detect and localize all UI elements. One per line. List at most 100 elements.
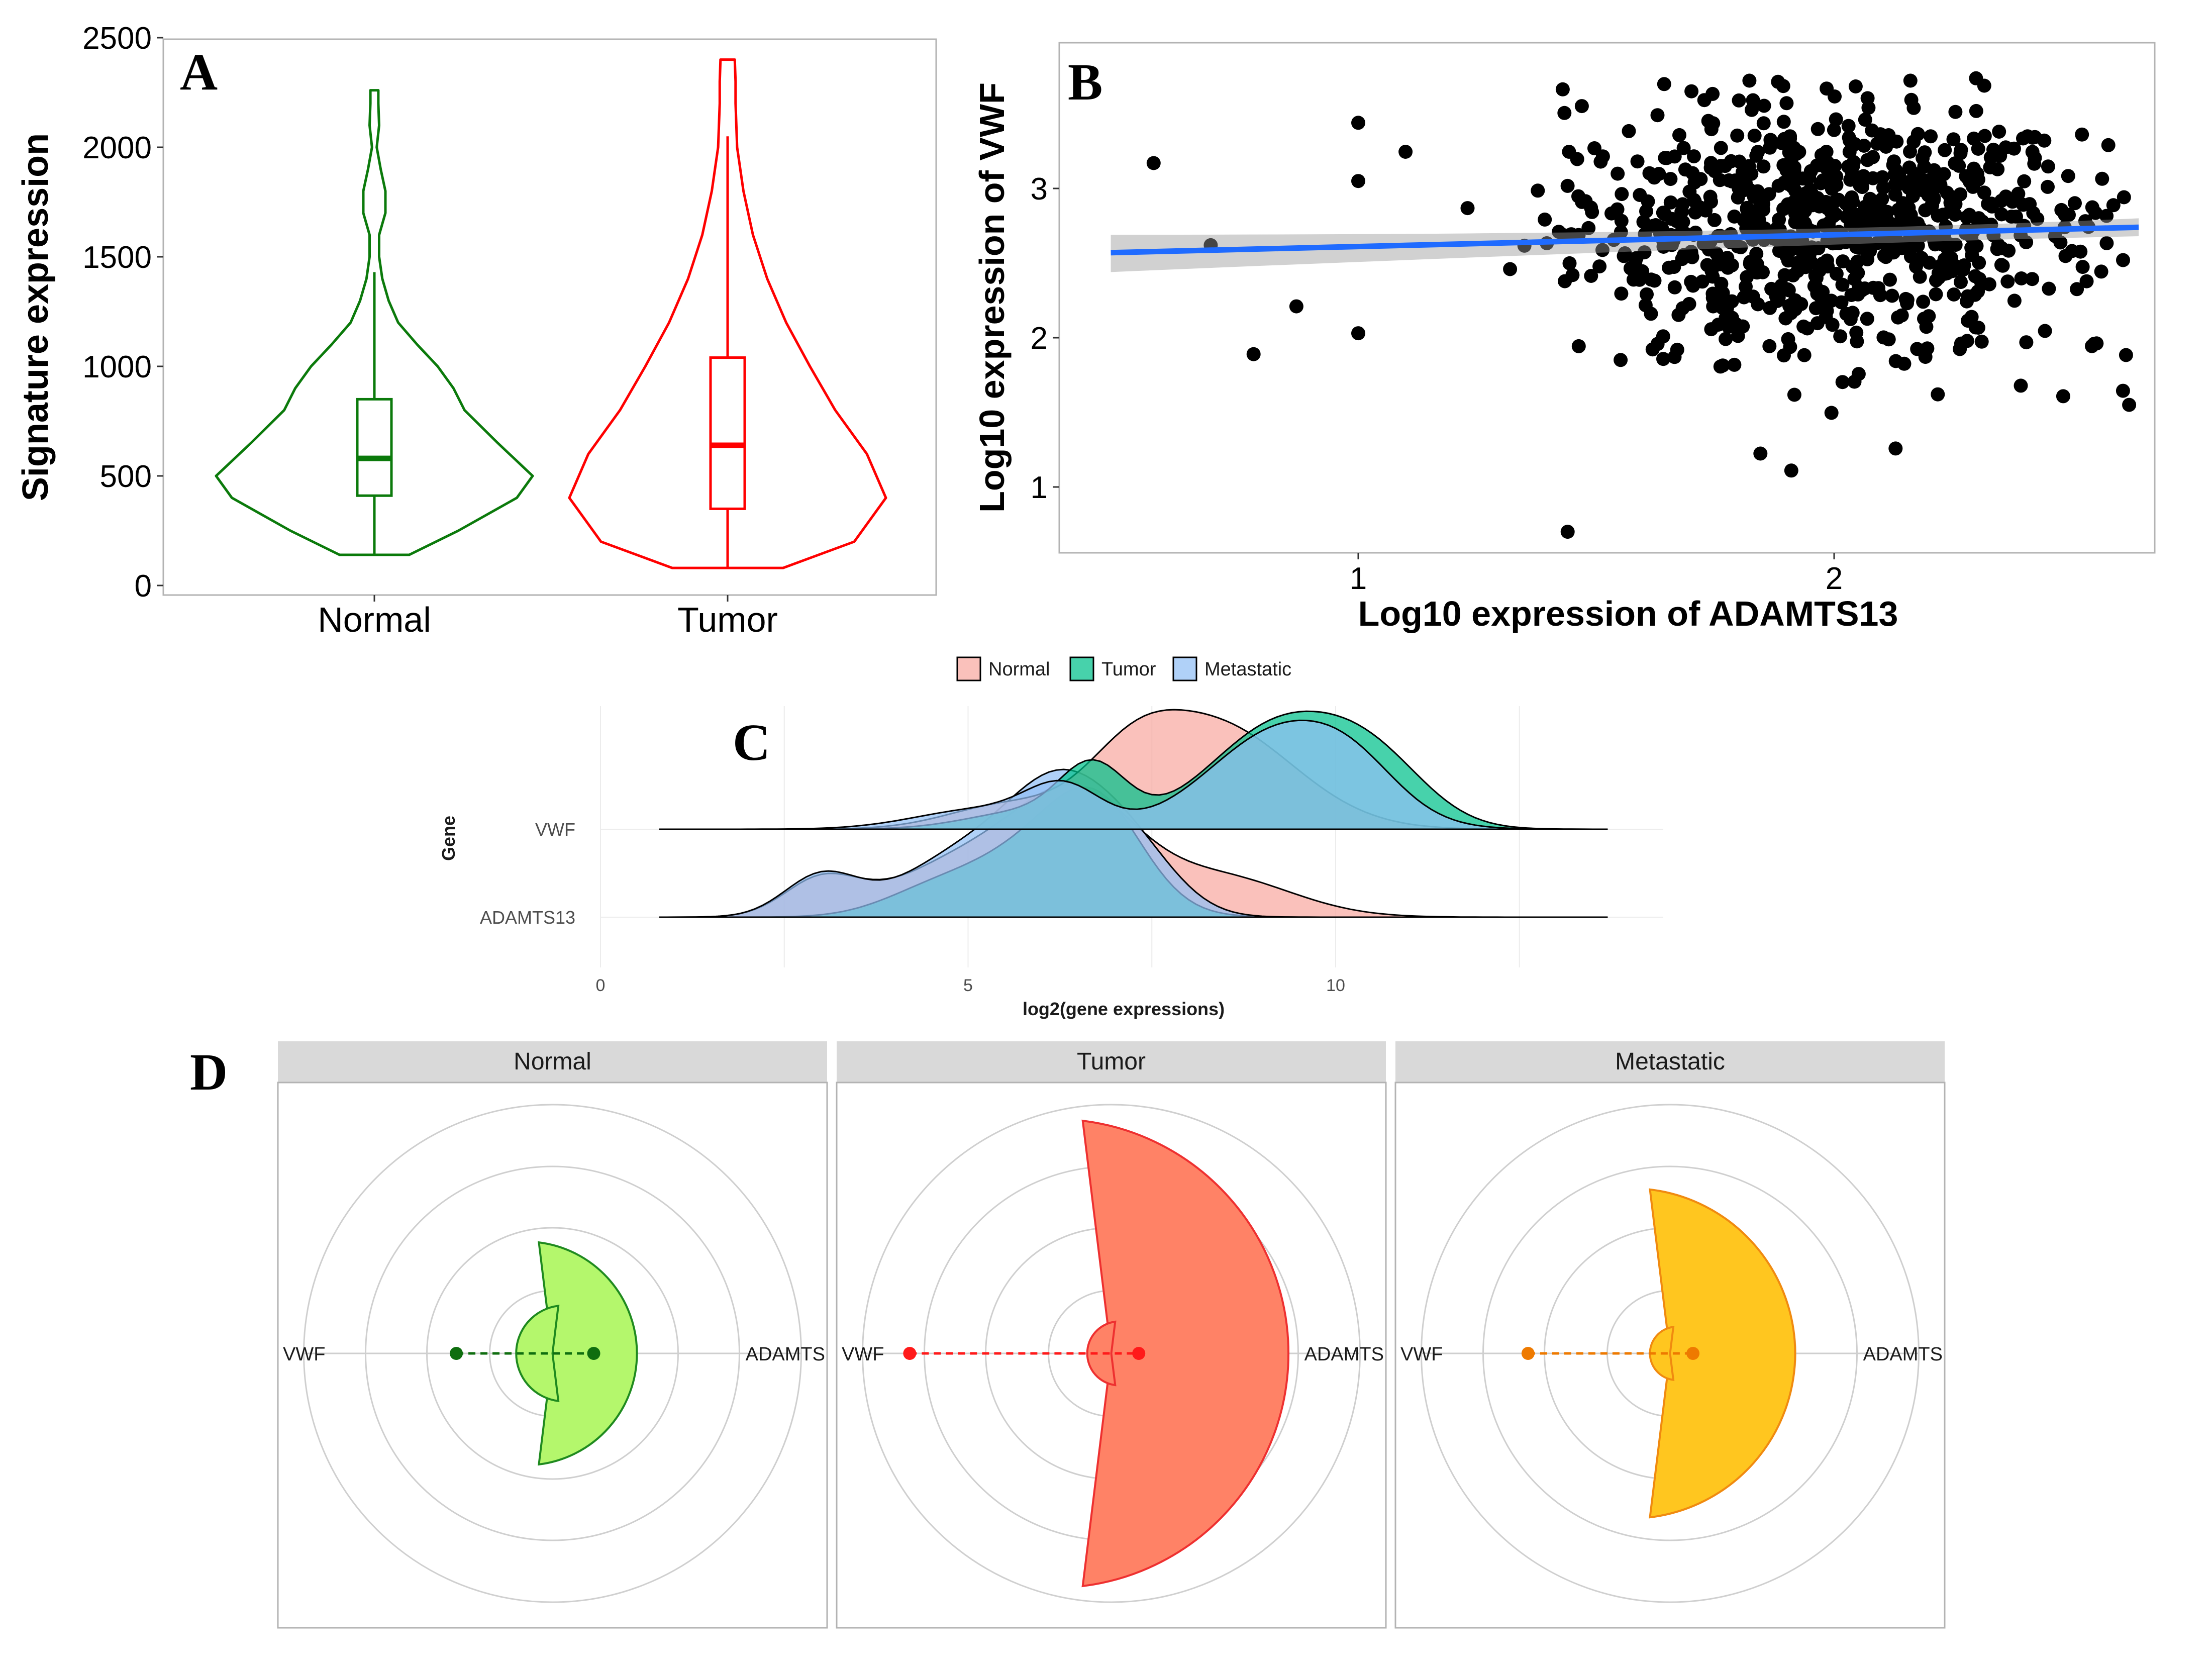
scatter-point (1587, 141, 1601, 155)
panel-a-violins (215, 58, 887, 569)
scatter-point (1763, 301, 1777, 315)
scatter-point (1592, 259, 1607, 274)
scatter-point (1805, 187, 1819, 202)
axis-label-vwf: VWF (1400, 1344, 1443, 1365)
scatter-point (1614, 225, 1628, 239)
scatter-point (1633, 188, 1647, 202)
scatter-point (1808, 268, 1823, 283)
scatter-point (1902, 217, 1917, 231)
scatter-point (2062, 208, 2076, 222)
ridge-vwf-metastatic (659, 719, 1608, 830)
scatter-point (1927, 192, 1941, 207)
scatter-point (1835, 277, 1850, 292)
panel-a-x-ticks: Normal Tumor (318, 595, 778, 639)
point-vwf (1521, 1347, 1535, 1360)
scatter-point (2041, 159, 2055, 174)
scatter-point (2005, 194, 2020, 209)
scatter-point (2068, 196, 2082, 211)
panel-b-y-label: Log10 expression of VWF (972, 82, 1012, 513)
scatter-point (2122, 398, 2137, 412)
scatter-point (2106, 198, 2121, 213)
scatter-point (2079, 274, 2094, 288)
facet-strip (278, 1041, 827, 1083)
legend-swatch (1069, 656, 1094, 681)
scatter-point (1846, 194, 1860, 209)
scatter-point (1531, 183, 1545, 198)
scatter-point (2038, 324, 2052, 338)
scatter-point (1574, 99, 1589, 114)
scatter-point (1725, 258, 1739, 272)
y-tick-label: VWF (535, 819, 575, 840)
scatter-point (1750, 257, 1764, 271)
scatter-point (1650, 108, 1665, 123)
scatter-point (2101, 138, 2116, 152)
scatter-point (2087, 337, 2101, 351)
scatter-point (1781, 197, 1795, 212)
scatter-point (1919, 320, 1934, 334)
scatter-point (1779, 96, 1794, 111)
scatter-point (1847, 374, 1862, 389)
scatter-point (1670, 342, 1684, 357)
scatter-point (1910, 342, 1925, 356)
facet-title: Tumor (1077, 1048, 1146, 1075)
scatter-point (2014, 378, 2028, 393)
scatter-point (1971, 142, 1985, 156)
scatter-point (1636, 215, 1651, 229)
x-tick-label: 0 (596, 976, 606, 995)
scatter-point (1744, 166, 1759, 181)
scatter-point (1678, 162, 1692, 177)
scatter-point (1776, 79, 1790, 93)
scatter-point (1770, 221, 1784, 235)
scatter-point (1555, 82, 1570, 96)
scatter-point (1811, 122, 1825, 136)
scatter-point (1727, 209, 1742, 224)
y-tick-label: 1000 (82, 350, 152, 384)
scatter-point (1707, 164, 1722, 178)
scatter-point (1794, 297, 1808, 311)
scatter-point (1829, 266, 1844, 281)
scatter-point (1946, 132, 1961, 147)
scatter-point (1873, 127, 1888, 142)
scatter-point (1821, 155, 1835, 170)
scatter-point (2075, 260, 2090, 274)
panel-b-x-label: Log10 expression of ADAMTS13 (1358, 594, 1898, 633)
scatter-point (1742, 73, 1757, 88)
y-tick-label: 0 (135, 569, 152, 604)
facet-metastatic: Metastatic VWF ADAMTS (1394, 1041, 1946, 1629)
scatter-point (1848, 79, 1863, 93)
scatter-point (1812, 199, 1827, 214)
scatter-point (1847, 272, 1862, 286)
y-tick-label: ADAMTS13 (480, 907, 575, 928)
scatter-point (2099, 209, 2114, 223)
scatter-point (1784, 306, 1798, 320)
point-adamts (1686, 1347, 1700, 1360)
scatter-point (1878, 237, 1892, 252)
scatter-point (1839, 307, 1854, 321)
scatter-point (1658, 151, 1672, 165)
scatter-point (1828, 89, 1842, 104)
scatter-point (1905, 189, 1920, 203)
scatter-point (1662, 260, 1676, 275)
scatter-point (1682, 184, 1697, 199)
legend-label: Normal (988, 659, 1050, 680)
scatter-point (1802, 247, 1817, 262)
scatter-point (1704, 322, 1719, 337)
scatter-point (2025, 272, 2040, 286)
scatter-point (1614, 286, 1629, 301)
violin-normal (215, 89, 534, 556)
scatter-point (1841, 159, 1856, 174)
scatter-point (2025, 145, 2040, 159)
scatter-point (1667, 280, 1682, 295)
scatter-point (1853, 178, 1867, 192)
scatter-point (1836, 254, 1850, 269)
scatter-point (1959, 210, 1974, 225)
scatter-point (1834, 295, 1849, 310)
scatter-point (1560, 525, 1575, 539)
scatter-point (1703, 189, 1718, 204)
axis-label-adamts: ADAMTS (1863, 1344, 1943, 1365)
scatter-point (1788, 215, 1802, 229)
panel-c-y-ticks: VWF ADAMTS13 (480, 819, 575, 928)
y-tick-label: 2 (1031, 321, 1048, 356)
scatter-point (1675, 224, 1689, 238)
facet-tumor: Tumor VWF ADAMTS (836, 1041, 1387, 1629)
